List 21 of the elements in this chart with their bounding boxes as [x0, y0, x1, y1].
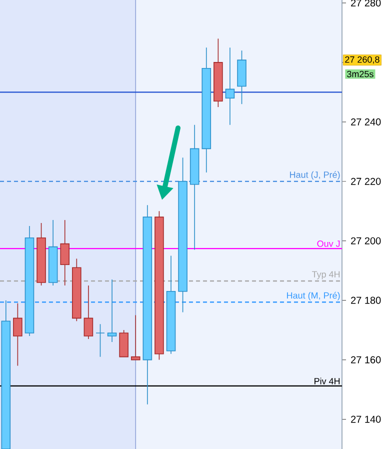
- y-tick-label: 27 180: [351, 296, 381, 304]
- ref-line-label: Piv 4H: [314, 378, 340, 384]
- candlestick: [225, 47, 235, 126]
- ref-line-label: Haut (M, Pré): [287, 292, 340, 300]
- y-tick-label: 27 200: [351, 237, 381, 244]
- text: 3m25s: [347, 70, 374, 78]
- ref-line-label: Haut (J, Pré): [290, 171, 340, 180]
- ref-line-label: Typ 4H: [312, 271, 340, 280]
- candlestick: [84, 285, 94, 340]
- ref-line-label: Ouv J: [317, 240, 340, 247]
- candlestick: [60, 220, 70, 286]
- candlestick: [13, 302, 22, 366]
- y-tick-label: 27 240: [351, 118, 381, 126]
- candlestick: [107, 279, 117, 342]
- candlestick: [130, 314, 140, 360]
- y-tick-label: 27 220: [351, 178, 381, 185]
- text: 27 260,8: [345, 56, 380, 64]
- candlestick: [96, 324, 105, 358]
- y-tick-label: 27 160: [351, 356, 381, 364]
- candlestick: [119, 330, 128, 358]
- y-tick-label: 27 140: [351, 416, 381, 423]
